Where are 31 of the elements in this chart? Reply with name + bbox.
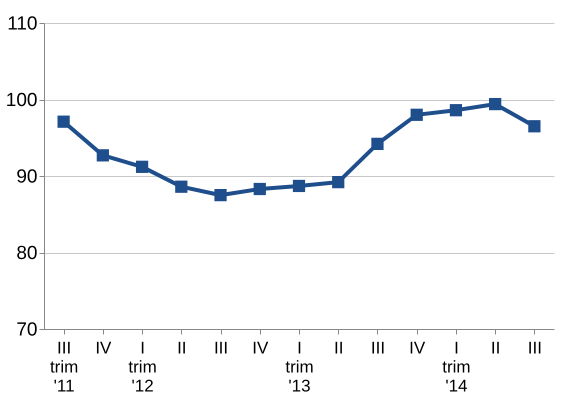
point xyxy=(254,182,266,196)
x-tick-label: II xyxy=(334,338,344,358)
point xyxy=(528,120,541,132)
point xyxy=(489,98,502,110)
x-tick-label: III xyxy=(370,338,386,358)
point xyxy=(214,189,227,202)
point xyxy=(57,116,70,128)
point xyxy=(332,176,344,188)
y-tick-label: 110 xyxy=(7,14,38,34)
x-tick-label: I trim '12 xyxy=(128,338,157,396)
y-tick-label: 80 xyxy=(16,243,38,264)
point xyxy=(96,149,109,162)
y-tick-label: 70 xyxy=(16,320,38,340)
x-tick-label: II xyxy=(490,338,500,358)
x-tick-label: IV xyxy=(252,338,269,358)
point xyxy=(292,180,306,192)
point xyxy=(410,108,423,121)
point xyxy=(450,104,462,116)
x-tick-label: IV xyxy=(95,338,112,358)
x-tick-label: III xyxy=(214,338,228,358)
y-tick-label: 100 xyxy=(6,90,38,111)
point xyxy=(136,160,148,173)
x-tick-label: I trim '13 xyxy=(285,338,314,396)
x-tick-label: III trim '11 xyxy=(50,338,78,396)
x-tick-label: IV xyxy=(409,338,426,358)
point xyxy=(175,180,188,193)
y-tick-label: 90 xyxy=(16,166,38,188)
point xyxy=(371,138,384,150)
x-tick-label: II xyxy=(177,338,187,358)
x-tick-label: III xyxy=(528,338,542,358)
x-tick-label: I trim '14 xyxy=(442,338,471,396)
